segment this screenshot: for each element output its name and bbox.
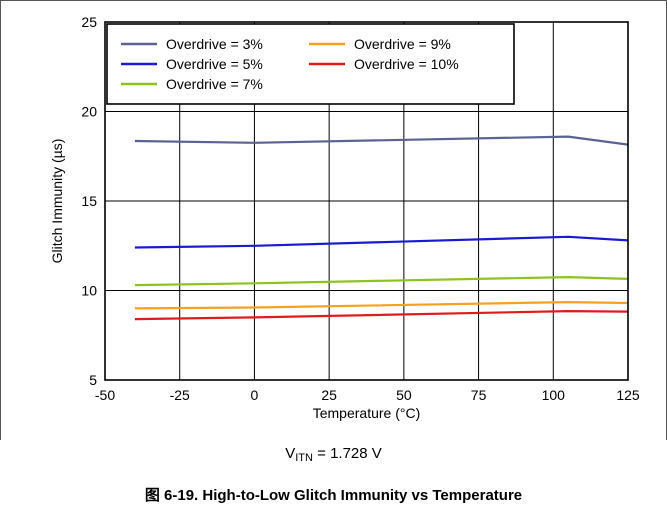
y-tick-label: 15 <box>81 193 97 209</box>
x-tick-label: 75 <box>471 387 487 403</box>
figure-caption: 图 6-19. High-to-Low Glitch Immunity vs T… <box>144 487 523 504</box>
x-tick-label: 50 <box>396 387 412 403</box>
legend-label-4: Overdrive = 10% <box>354 56 459 72</box>
y-tick-label: 25 <box>81 14 97 30</box>
legend-label-3: Overdrive = 5% <box>166 56 263 72</box>
legend-label-2: Overdrive = 9% <box>354 36 451 52</box>
y-tick-label: 10 <box>81 283 97 299</box>
plot-area-border <box>104 21 629 381</box>
x-tick-label: 100 <box>542 387 566 403</box>
series-line-5 <box>134 276 629 287</box>
series-line-3 <box>134 235 629 249</box>
series-line-2 <box>134 301 629 310</box>
condition-subscript: ITN <box>295 452 313 464</box>
x-axis-title: Temperature (°C) <box>313 405 421 421</box>
x-tick-label: 25 <box>321 387 337 403</box>
series-line-4 <box>134 310 629 321</box>
legend-label-5: Overdrive = 7% <box>166 76 263 92</box>
legend: Overdrive = 3% Overdrive = 9% Overdrive = … <box>106 23 515 105</box>
glitch-immunity-chart: -50 -25 0 25 50 75 100 125 5 10 15 20 25 Temperature … <box>0 0 667 440</box>
series-line-1 <box>134 135 629 146</box>
condition-prefix: V <box>285 445 296 462</box>
y-tick-label: 5 <box>89 372 97 388</box>
y-tick-label: 20 <box>81 104 97 120</box>
condition-suffix: = 1.728 V <box>312 445 382 462</box>
x-tick-label: 0 <box>251 387 259 403</box>
x-tick-label: -25 <box>170 387 190 403</box>
x-tick-label: -50 <box>95 387 115 403</box>
y-axis-title: Glitch Immunity (µs) <box>49 139 65 264</box>
legend-label-1: Overdrive = 3% <box>166 36 263 52</box>
test-condition: VITN = 1.728 V <box>0 445 667 464</box>
x-tick-label: 125 <box>616 387 640 403</box>
